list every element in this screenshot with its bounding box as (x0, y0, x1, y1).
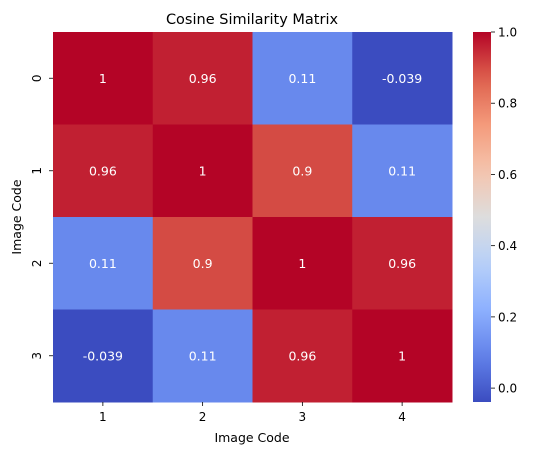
y-axis-label: Image Code (9, 179, 24, 254)
cell-annotation: -0.039 (382, 71, 422, 86)
heatmap-cell (352, 32, 453, 125)
heatmap-cell (152, 309, 253, 403)
heatmap-cell (352, 309, 453, 403)
cell-annotation: 0.96 (189, 71, 217, 86)
y-tick-label: 2 (30, 259, 44, 267)
cell-annotation: 0.9 (292, 163, 312, 178)
cell-annotation: 1 (99, 71, 107, 86)
colorbar-tick-label: 0.8 (498, 97, 517, 111)
y-tick-label: 3 (30, 352, 44, 360)
cell-annotation: 0.9 (193, 256, 213, 271)
heatmap-cell (53, 32, 154, 125)
heatmap-cell (53, 309, 154, 403)
colorbar-tick-label: 0.0 (498, 382, 517, 396)
cell-annotation: 0.11 (288, 71, 316, 86)
x-tick-label: 4 (398, 410, 406, 424)
heatmap-cell (352, 124, 453, 218)
heatmap-cells: 1 0.96 0.11 -0.039 0.96 1 0.9 0.11 0.11 0.9 1 0.96 -… (53, 32, 453, 403)
colorbar-gradient (473, 32, 491, 402)
x-tick-label: 2 (199, 410, 207, 424)
colorbar: 0.0 0.2 0.4 0.6 0.8 1.0 (473, 26, 517, 402)
cell-annotation: 0.96 (388, 256, 416, 271)
y-axis: 0 1 2 3 (30, 74, 53, 360)
heatmap-cell (152, 32, 253, 125)
x-tick-label: 3 (299, 410, 307, 424)
y-tick-label: 1 (30, 167, 44, 175)
cell-annotation: 0.11 (89, 256, 117, 271)
cell-annotation: 1 (398, 348, 406, 363)
cell-annotation: 1 (298, 256, 306, 271)
heatmap-cell (152, 124, 253, 218)
heatmap-cell (252, 217, 353, 310)
cell-annotation: 0.96 (288, 348, 316, 363)
chart-title: Cosine Similarity Matrix (166, 12, 339, 28)
cell-annotation: 1 (199, 163, 207, 178)
heatmap-cell (152, 217, 253, 310)
colorbar-tick-label: 1.0 (498, 26, 517, 40)
heatmap-cell (53, 217, 154, 310)
heatmap-cell (53, 124, 154, 218)
heatmap-cell (352, 217, 453, 310)
colorbar-tick-label: 0.2 (498, 310, 517, 324)
heatmap-cell (252, 32, 353, 125)
colorbar-tick-label: 0.6 (498, 168, 517, 182)
heatmap-cell (252, 309, 353, 403)
colorbar-tick-label: 0.4 (498, 239, 517, 253)
x-axis-label: Image Code (214, 430, 289, 445)
cell-annotation: 0.11 (189, 348, 217, 363)
cell-annotation: 0.11 (388, 163, 416, 178)
x-tick-label: 1 (99, 410, 107, 424)
cell-annotation: -0.039 (83, 348, 123, 363)
x-axis: 1 2 3 4 (99, 402, 406, 424)
cell-annotation: 0.96 (89, 163, 117, 178)
y-tick-label: 0 (30, 74, 44, 82)
heatmap-cell (252, 124, 353, 218)
